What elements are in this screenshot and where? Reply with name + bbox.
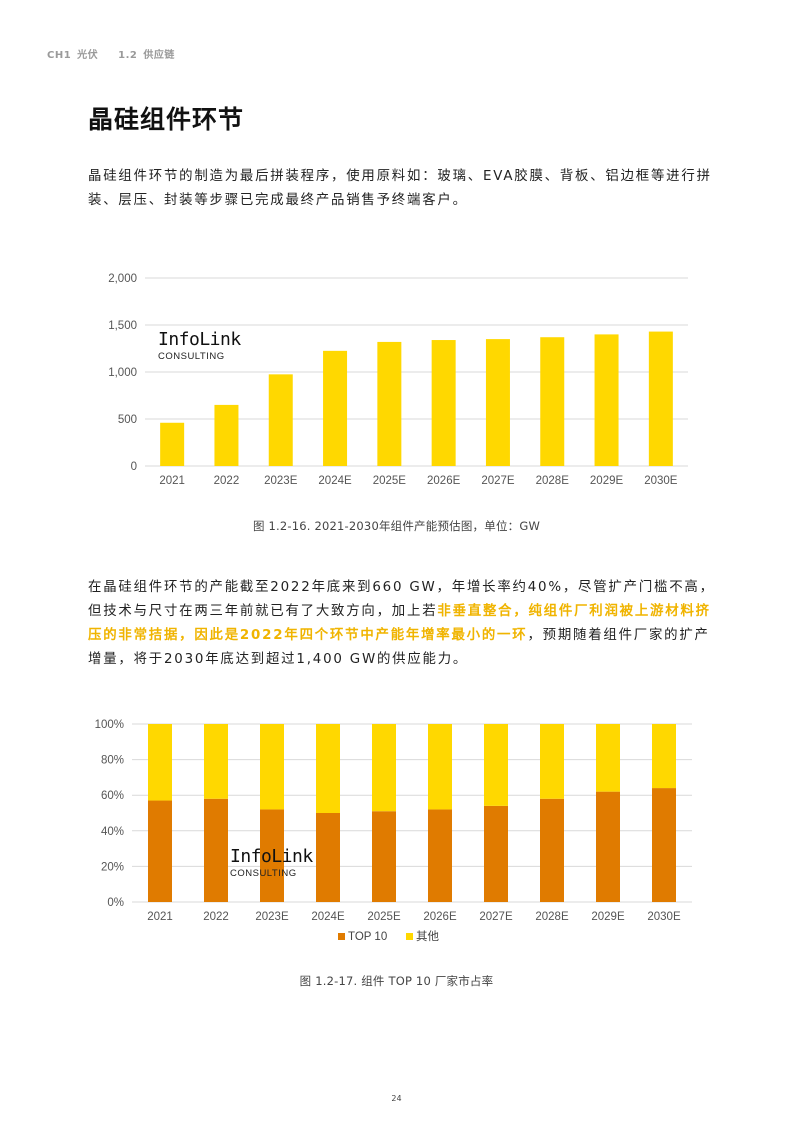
chart2-bar-top10 (204, 798, 228, 902)
chart1-xtick-label: 2024E (318, 475, 352, 487)
chart1-xtick-label: 2030E (644, 475, 678, 487)
breadcrumb-section: 1.2 (118, 50, 138, 61)
chart1-bar (485, 339, 510, 466)
chart1-bar (540, 337, 565, 466)
chart1-xtick-label: 2026E (427, 475, 461, 487)
chart1-xtick-label: 2023E (264, 475, 298, 487)
chart2-ytick-label: 100% (95, 719, 124, 731)
analysis-text-1: 在晶硅组件环节的产能截至2022年底来到660 GW，年增长率约40%，尽管扩产… (88, 580, 715, 619)
chart2-xtick-label: 2030E (647, 911, 681, 923)
page-title: 晶硅组件环节 (88, 105, 245, 134)
chart2-bar-top10 (596, 791, 620, 902)
chart2-xtick-label: 2021 (147, 911, 173, 923)
chart2-bar-other (316, 724, 340, 813)
market-share-stacked-chart: 0% 20% 40% 60% 80% 100% 2021 2022 2023E 2024E 2025… (95, 719, 692, 943)
legend-label-top10: TOP 10 (348, 931, 387, 943)
chart2-bar-top10 (316, 813, 340, 902)
chart2-xtick-label: 2026E (423, 911, 457, 923)
analysis-text-2: ，预期随着组件厂家的扩产增量，将于2030年底达到超过1,400 GW的供应能力… (88, 628, 710, 667)
chart1-xtick-label: 2028E (536, 475, 570, 487)
chart2-xtick-label: 2028E (535, 911, 569, 923)
chart2-ytick-label: 0% (107, 897, 124, 909)
chart1-bar (648, 331, 673, 466)
analysis-highlight: 非垂直整合，纯组件厂利润被上游材料挤压的非常拮据，因此是2022年四个环节中产能… (88, 604, 711, 643)
breadcrumb-chapter-title: 光伏 (77, 50, 99, 61)
logo-subtitle-2: CONSULTING (230, 868, 297, 879)
chart1-ytick-label: 1,500 (108, 320, 137, 332)
chart2-xtick-label: 2027E (479, 911, 513, 923)
chart1-bar (594, 334, 619, 466)
chart1-ytick-label: 1,000 (108, 367, 137, 379)
chart1-bar (323, 350, 348, 466)
chart1-xtick-label: 2021 (159, 475, 185, 487)
chart2-bar-top10 (484, 805, 508, 902)
capacity-bar-chart: 0 500 1,000 1,500 2,000 2021 2022 2023E 2024E 202… (108, 273, 688, 487)
chart1-bar (268, 374, 293, 466)
chart1-ytick-label: 500 (118, 414, 137, 426)
chart1-bar (377, 341, 402, 466)
chart2-bar-other (484, 724, 508, 806)
chart2-bar-top10 (260, 809, 284, 902)
chart2-caption: 图 1.2-17. 组件 TOP 10 厂家市占率 (299, 974, 494, 988)
analysis-paragraph: 在晶硅组件环节的产能截至2022年底来到660 GW，年增长率约40%，尽管扩产… (88, 576, 718, 672)
logo-subtitle: CONSULTING (158, 351, 225, 362)
infolink-logo-2: InfoLink CONSULTING (230, 848, 313, 879)
chart2-xtick-label: 2022 (203, 911, 229, 923)
chart2-bar-top10 (372, 811, 396, 902)
chart2-bar-other (596, 724, 620, 792)
intro-paragraph: 晶硅组件环节的制造为最后拼装程序，使用原料如：玻璃、EVA胶膜、背板、铝边框等进… (88, 169, 712, 208)
chart2-xtick-label: 2029E (591, 911, 625, 923)
breadcrumb-chapter: CH1 (47, 50, 72, 61)
legend-label-other: 其他 (416, 930, 439, 943)
chart2-bar-top10 (540, 798, 564, 902)
chart2-ytick-label: 80% (101, 755, 124, 767)
chart2-bar-other (260, 724, 284, 810)
chart2-bar-top10 (652, 788, 676, 902)
logo-name: InfoLink (158, 329, 241, 350)
logo-name-2: InfoLink (230, 846, 313, 867)
chart1-bar (160, 422, 185, 466)
chart1-caption: 图 1.2-16. 2021-2030年组件产能预估图，单位：GW (252, 519, 541, 533)
chart1-xtick-label: 2029E (590, 475, 624, 487)
chart1-bar (214, 404, 239, 466)
chart1-xtick-label: 2025E (373, 475, 407, 487)
chart2-xtick-label: 2025E (367, 911, 401, 923)
chart1-ytick-label: 0 (131, 461, 137, 473)
chart2-xtick-label: 2023E (255, 911, 289, 923)
chart2-bar-other (540, 724, 564, 799)
chart1-xtick-label: 2022 (214, 475, 240, 487)
chart2-bar-other (204, 724, 228, 799)
chart2-bar-other (428, 724, 452, 810)
chart2-bar-other (372, 724, 396, 812)
chart2-bar-top10 (428, 809, 452, 902)
chart2-bar-other (148, 724, 172, 801)
chart2-ytick-label: 60% (101, 790, 124, 802)
infolink-logo: InfoLink CONSULTING (158, 331, 241, 362)
legend-swatch-top10 (338, 933, 345, 940)
breadcrumb: CH1 光伏 1.2 供应链 (47, 46, 181, 61)
chart1-bar (431, 340, 456, 466)
chart2-ytick-label: 20% (101, 861, 124, 873)
legend-swatch-other (406, 933, 413, 940)
chart1-ytick-label: 2,000 (108, 273, 137, 285)
chart2-bar-top10 (148, 800, 172, 902)
chart2-bar-other (652, 724, 676, 789)
chart2-ytick-label: 40% (101, 826, 124, 838)
chart1-xtick-label: 2027E (481, 475, 515, 487)
page-number: 24 (391, 1094, 402, 1103)
breadcrumb-section-title: 供应链 (143, 50, 175, 61)
chart2-xtick-label: 2024E (311, 911, 345, 923)
